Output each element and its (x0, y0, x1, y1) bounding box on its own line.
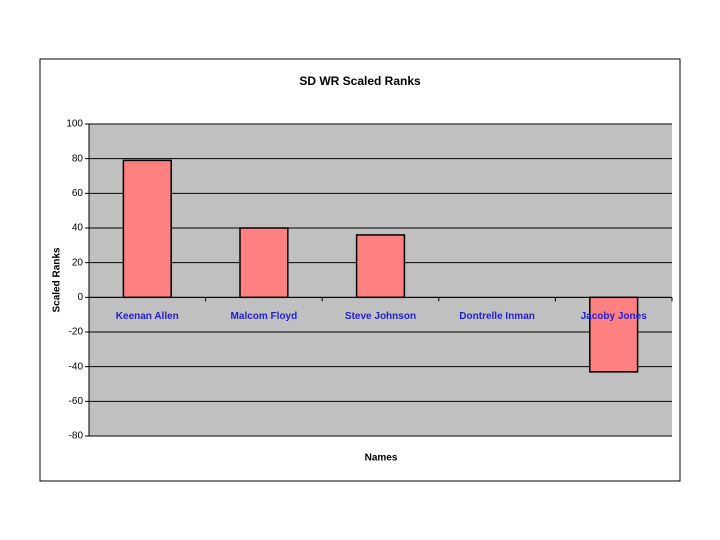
bar (589, 296, 639, 373)
x-tick-label: Malcom Floyd (231, 311, 298, 322)
x-tick-label: Dontrelle Inman (459, 311, 535, 322)
y-tick-label: 40 (72, 223, 84, 234)
y-tick-label: 80 (72, 153, 84, 164)
y-tick-label: -80 (69, 431, 84, 442)
y-tick-label: -40 (69, 361, 84, 372)
x-tick-label: Jacoby Jones (581, 311, 648, 322)
x-tick-label: Steve Johnson (345, 311, 416, 322)
x-axis-title: Names (365, 453, 398, 464)
y-tick-label: -20 (69, 327, 84, 338)
y-tick-label: 100 (66, 119, 83, 130)
y-tick-label: 60 (72, 188, 84, 199)
chart-title: SD WR Scaled Ranks (299, 74, 421, 88)
y-tick-label: 0 (77, 292, 83, 303)
y-tick-label: 20 (72, 257, 84, 268)
y-tick-label: -60 (69, 396, 84, 407)
bar (122, 159, 172, 299)
bar (355, 234, 406, 299)
bar (239, 227, 289, 299)
y-axis-title: Scaled Ranks (52, 247, 63, 312)
x-tick-label: Keenan Allen (116, 311, 179, 322)
